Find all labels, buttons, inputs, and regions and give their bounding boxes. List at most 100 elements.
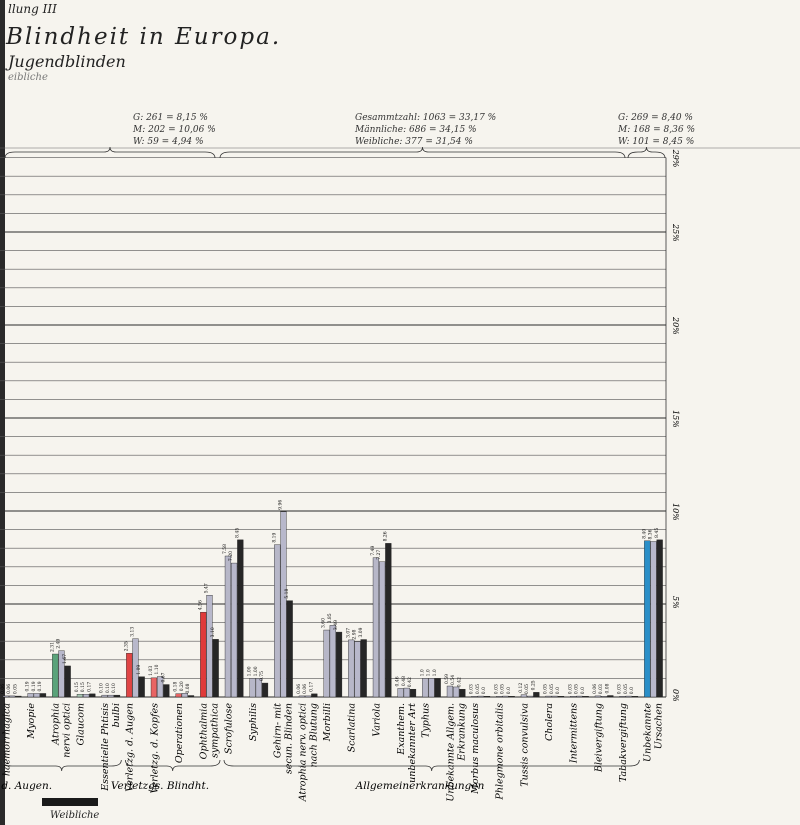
bar bbox=[403, 687, 410, 698]
bar bbox=[557, 696, 565, 698]
bar bbox=[496, 696, 503, 698]
category-label: Phlegmone orbitalis bbox=[495, 703, 506, 801]
value-label: 3.09 bbox=[358, 627, 364, 637]
bar bbox=[261, 682, 269, 698]
value-label: 8.40 bbox=[641, 529, 647, 539]
bar bbox=[39, 693, 47, 698]
brace-right bbox=[627, 146, 666, 159]
value-label: 0.05 bbox=[574, 684, 580, 694]
value-label: 0.19 bbox=[25, 681, 31, 691]
bar bbox=[224, 555, 232, 698]
bar bbox=[446, 685, 454, 698]
category-label: Glaucom bbox=[75, 703, 86, 745]
bar bbox=[206, 595, 213, 698]
bar bbox=[601, 696, 608, 698]
plate-number: llung III bbox=[8, 2, 57, 16]
value-label: 0.17 bbox=[308, 682, 314, 692]
value-label: 0.06 bbox=[296, 684, 302, 694]
value-label: 7.49 bbox=[370, 546, 376, 556]
value-label: 1.09 bbox=[136, 665, 142, 675]
bar bbox=[625, 695, 632, 698]
category-label: Verletzg. d. Augen bbox=[125, 703, 136, 792]
bar bbox=[64, 665, 71, 698]
bar bbox=[187, 695, 195, 698]
bar bbox=[477, 695, 484, 698]
bar bbox=[311, 693, 318, 698]
bar bbox=[286, 600, 293, 698]
bar bbox=[9, 695, 16, 698]
value-label: 0.75 bbox=[259, 671, 265, 681]
bar bbox=[323, 629, 330, 698]
y-tick-label: 10% bbox=[671, 503, 680, 521]
value-label: 9.96 bbox=[278, 500, 284, 510]
category-label: Gehirn- mit bbox=[273, 703, 284, 758]
value-label: 3.07 bbox=[345, 628, 351, 638]
value-label: 8.45 bbox=[234, 528, 240, 538]
group-label: Verletzgs. Blindht. bbox=[111, 780, 209, 792]
value-label: 0.10 bbox=[111, 683, 117, 693]
category-label: Morbilli bbox=[322, 703, 333, 742]
value-label: 0.08 bbox=[604, 683, 610, 693]
category-label: Atrophia bbox=[51, 703, 62, 746]
bar bbox=[656, 539, 663, 698]
value-label: 0.05 bbox=[500, 684, 506, 694]
bar bbox=[126, 653, 133, 698]
stats-right-female: W: 101 = 8,45 % bbox=[618, 137, 695, 147]
bar bbox=[354, 641, 361, 698]
value-label: 2.35 bbox=[123, 641, 129, 651]
value-label: 2.49 bbox=[56, 639, 62, 649]
group-brace bbox=[124, 759, 221, 772]
value-label: 0.20 bbox=[179, 681, 185, 691]
stats-left-total: G: 261 = 8,15 % bbox=[133, 113, 208, 123]
y-tick-label: 20% bbox=[671, 316, 680, 335]
category-label: haemorrhagica bbox=[1, 703, 12, 776]
category-label: Cholera bbox=[544, 703, 555, 741]
group-brace bbox=[1, 759, 122, 772]
value-label: 0.0 bbox=[506, 687, 512, 694]
legend-label: Weibliche bbox=[50, 810, 100, 821]
bar bbox=[650, 541, 657, 698]
bar bbox=[422, 678, 429, 698]
category-label: Scrofulose bbox=[223, 703, 234, 754]
bar bbox=[607, 695, 614, 698]
stats-middle-male: Männliche: 686 = 34,15 % bbox=[355, 125, 477, 135]
value-label: 0.05 bbox=[524, 684, 530, 694]
stats-right-male: M: 168 = 8,36 % bbox=[618, 125, 696, 135]
bar bbox=[76, 694, 84, 698]
value-label: 7.20 bbox=[228, 551, 234, 561]
bar bbox=[249, 678, 256, 698]
value-label: 7.27 bbox=[376, 550, 382, 560]
value-label: 0.0 bbox=[481, 687, 487, 694]
bar bbox=[582, 696, 589, 698]
group-brace bbox=[223, 759, 640, 772]
bar bbox=[150, 677, 158, 698]
bar bbox=[397, 688, 404, 698]
value-label: 5.47 bbox=[204, 583, 210, 593]
category-label: Intermittens bbox=[569, 703, 580, 764]
bar bbox=[428, 678, 435, 698]
chart-title: Blindheit in Europa. bbox=[6, 24, 282, 50]
category-label: Scarlatina bbox=[347, 703, 358, 753]
bar bbox=[27, 693, 34, 698]
bar bbox=[335, 631, 343, 698]
bar bbox=[101, 694, 108, 698]
value-label: 4.56 bbox=[197, 600, 203, 610]
bar bbox=[305, 695, 312, 698]
group-label: Allgemeinerkrankungen bbox=[355, 780, 485, 792]
value-label: 2.98 bbox=[352, 629, 358, 639]
value-label: 0.17 bbox=[86, 682, 92, 692]
bar bbox=[453, 686, 460, 698]
bar bbox=[527, 695, 534, 698]
value-label: 0.03 bbox=[493, 684, 499, 694]
value-label: 0.05 bbox=[12, 684, 18, 694]
value-label: 0.67 bbox=[160, 672, 166, 682]
category-labels: haemorrhagica Myopie Atrophia nervi optici G… bbox=[1, 703, 664, 803]
category-label: Tabakvergiftung bbox=[618, 703, 629, 782]
value-label: 0.19 bbox=[37, 681, 43, 691]
bar bbox=[89, 693, 96, 698]
category-label: Bleivergiftung bbox=[593, 703, 604, 773]
category-label: sympathica bbox=[210, 703, 221, 758]
value-label: 0.08 bbox=[185, 683, 191, 693]
value-label: 0.0 bbox=[629, 687, 635, 694]
value-label: 1.0 bbox=[432, 669, 438, 676]
